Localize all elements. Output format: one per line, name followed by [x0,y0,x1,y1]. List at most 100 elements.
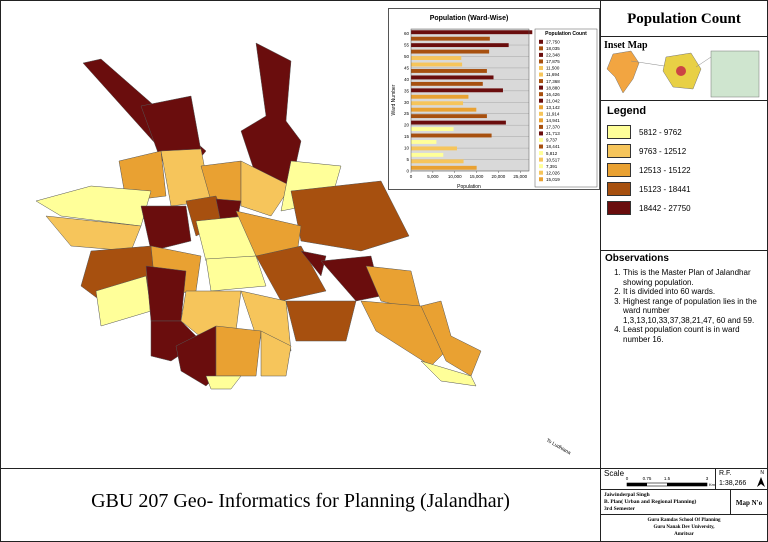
legend-label: 18,441 [546,144,560,149]
legend-label: 21,713 [546,131,560,136]
bar [411,49,490,54]
legend-label: 9763 - 12512 [639,146,687,156]
legend-label: 15,019 [546,177,560,182]
ward [420,300,482,377]
legend-label: 9,737 [546,138,558,143]
legend-label: 5,812 [546,151,558,156]
north-arrow [757,477,765,487]
scale-unit: Km [709,482,715,487]
bar [411,75,494,80]
legend-label: 17,875 [546,59,560,64]
inset-label: Inset Map [604,40,648,51]
y-tick-label: 35 [404,88,410,93]
bar [411,81,483,86]
x-tick-label: 0 [410,174,413,179]
legend-label: 12,026 [546,170,560,175]
x-tick-label: 10,000 [448,174,462,179]
bar [411,159,464,164]
bar [411,165,477,170]
legend-label: 16,426 [546,92,560,97]
y-axis-label: Ward Number [391,84,397,115]
inset-district [676,66,686,76]
scale-tick: 0.75 [643,476,652,481]
legend-label: 10,517 [546,157,560,162]
y-tick-label: 45 [404,65,410,70]
ward [145,265,187,322]
legend-swatch [539,105,543,110]
header-title: Population Count [627,11,741,27]
legend-label: 11,914 [546,112,560,117]
legend-swatch [539,164,543,169]
legend-label: 18442 - 27750 [639,203,691,213]
legend-swatch [607,144,631,158]
scale-bar-fill [627,483,647,486]
legend-label: 17,368 [546,79,560,84]
inset-box: Inset Map [600,36,768,101]
north-label: N [760,470,764,476]
author-semester: 3rd Semester [604,506,636,512]
legend-swatch [539,144,543,149]
legend-swatch [539,65,543,70]
legend-swatch [539,131,543,136]
ward [300,250,327,277]
wards [35,42,482,390]
scale-box: Scale 0 0.75 1.5 3 Km [600,468,716,490]
legend-label: 15123 - 18441 [639,184,691,194]
bar [411,36,490,41]
scale-tick: 0 [626,476,629,481]
legend-swatch [539,118,543,123]
legend-swatch [539,124,543,129]
scale-bar: 0 0.75 1.5 3Km [626,476,715,487]
map: To Ludhiana [35,42,572,456]
scale-bar-fill [667,483,707,486]
ward [285,300,357,342]
ward [420,360,477,387]
bar [411,146,457,151]
bar [411,107,477,112]
inset-india [606,50,640,94]
bar [411,114,487,119]
ward [215,325,262,377]
legend-item: 9763 - 12512 [607,144,767,158]
institution-line: Guru Ramdas School Of Planning [647,518,721,523]
legend-item: 18442 - 27750 [607,201,767,215]
author-program: B. Plan( Urban and Regional Planning) [604,499,697,505]
y-tick-label: 15 [404,134,410,139]
legend-item: 15123 - 18441 [607,182,767,196]
legend-label: 21,042 [546,98,560,103]
y-tick-label: 40 [404,77,410,82]
bar [411,88,503,93]
rf-box: R.F. 1:38,266 N [715,468,768,490]
bar [411,30,533,35]
bar [411,94,469,99]
inset-chart: Population (Ward-Wise) Population Ward N… [388,8,600,190]
legend-swatch [539,59,543,64]
legend-items: 5812 - 9762 9763 - 12512 12513 - 15122 1512… [601,125,767,215]
institution-line: Amritsar [674,532,694,537]
legend-item: 12513 - 15122 [607,163,767,177]
legend-swatch [539,39,543,44]
bar [411,56,462,60]
chart-legend [534,28,598,188]
y-tick-label: 5 [406,157,409,162]
legend-box: Legend 5812 - 9762 9763 - 12512 12513 - 15… [600,100,768,251]
map-frame: To Ludhiana Population (Ward-Wise) Popul… [0,0,601,469]
legend-swatch [539,52,543,57]
scale-tick: 1.5 [664,476,671,481]
y-tick-label: 25 [404,111,410,116]
y-tick-label: 30 [404,100,410,105]
bar [411,120,506,125]
legend-title: Legend [607,105,647,117]
title-box: GBU 207 Geo- Informatics for Planning (J… [0,468,601,542]
legend-label: 18,880 [546,85,560,90]
y-tick-label: 10 [404,146,410,151]
legend-label: 5812 - 9762 [639,127,682,137]
legend-label: 18,035 [546,46,560,51]
legend-swatch [539,151,543,156]
plot-border [410,28,530,172]
bar [411,101,464,106]
legend-swatch [607,163,631,177]
x-tick-label: 20,000 [492,174,506,179]
rf-label: R.F. [719,470,732,477]
